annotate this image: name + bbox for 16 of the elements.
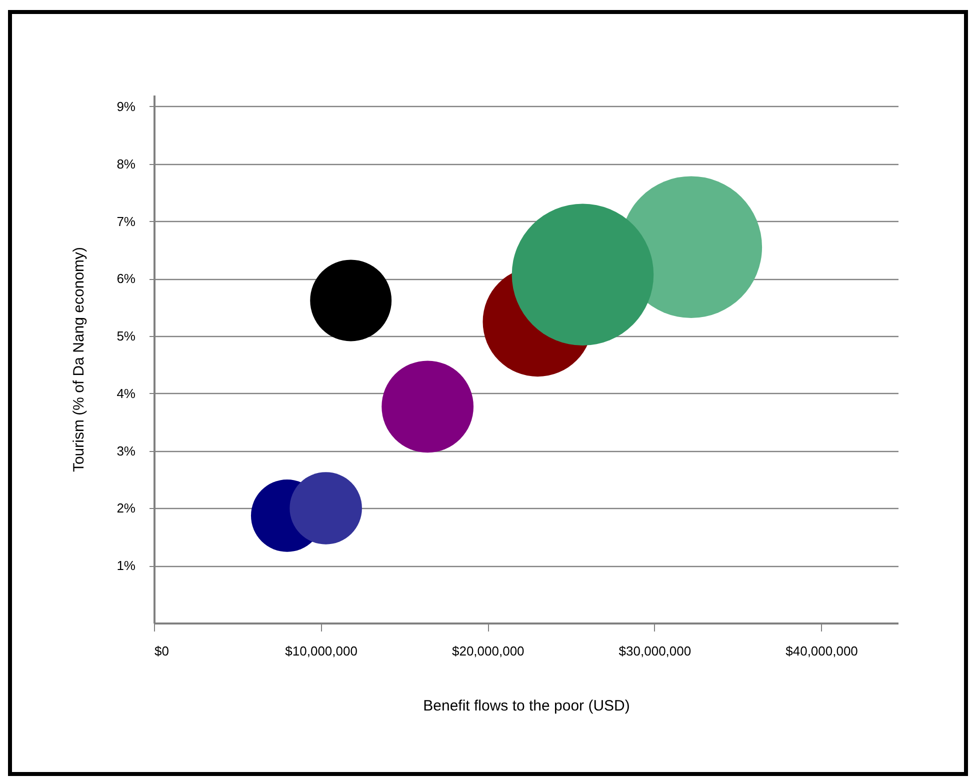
y-tick-label: 1%	[116, 558, 136, 574]
y-tick-label: 9%	[116, 98, 136, 114]
x-tick-label: $30,000,000	[618, 644, 692, 658]
x-tick-label: $10,000,000	[285, 644, 358, 658]
y-tick-label: 3%	[116, 443, 136, 458]
y-tick-label: 8%	[116, 156, 136, 172]
x-tick-label: $40,000,000	[786, 644, 858, 658]
x-tick-label: $0	[154, 644, 169, 658]
x-axis-title: Benefit flows to the poor (USD)	[423, 698, 630, 714]
y-tick-label: 5%	[116, 328, 136, 344]
y-tick-label: 4%	[116, 386, 136, 401]
y-tick-label: 6%	[116, 271, 136, 286]
y-tick-label: 2%	[116, 500, 136, 516]
y-tick-label: 7%	[116, 214, 136, 229]
y-axis-title: Tourism (% of Da Nang economy)	[70, 246, 88, 472]
x-tick-label: $20,000,000	[452, 644, 524, 658]
